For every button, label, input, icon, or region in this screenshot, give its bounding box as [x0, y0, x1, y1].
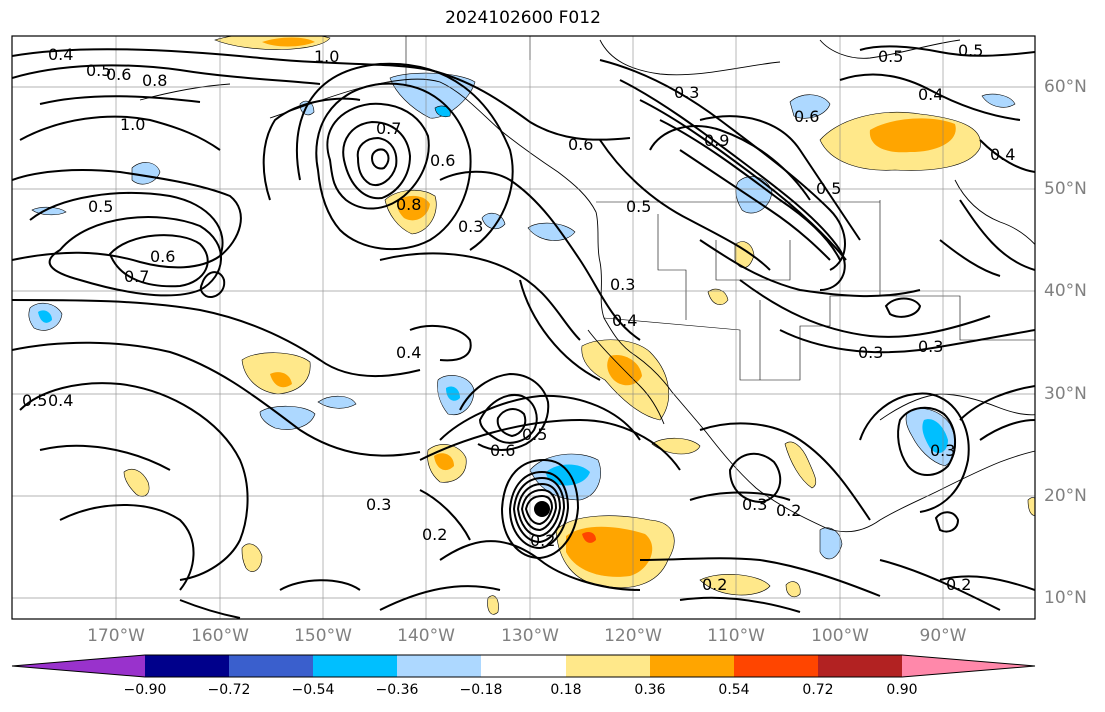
lat-label: 40°N — [1044, 281, 1087, 301]
contour-label: 0.6 — [106, 65, 131, 84]
contour-label: 0.3 — [674, 83, 699, 102]
colorbar-tick-label: 0.18 — [550, 682, 582, 698]
colorbar-tick-label: −0.90 — [123, 682, 167, 698]
lon-label: 90°W — [919, 626, 967, 646]
contour-label: 0.5 — [816, 179, 841, 198]
contour-label: 0.2 — [946, 575, 971, 594]
lon-label: 150°W — [294, 626, 352, 646]
lat-label: 20°N — [1044, 486, 1087, 506]
contour-label: 0.5 — [626, 197, 651, 216]
lon-label: 120°W — [604, 626, 662, 646]
colorbar-tick-label: 0.72 — [802, 682, 834, 698]
colorbar-tick-label: 0.90 — [886, 682, 918, 698]
contour-label: 0.6 — [568, 135, 593, 154]
colorbar-tick-label: −0.36 — [375, 682, 419, 698]
colorbar-bin — [481, 655, 566, 677]
contour-label: 0.3 — [366, 495, 391, 514]
contour-label: 0.7 — [124, 267, 149, 286]
lon-label: 160°W — [191, 626, 249, 646]
contour-label: 0.8 — [396, 195, 421, 214]
contour-label: 0.3 — [458, 217, 483, 236]
contour-label: 0.3 — [918, 337, 943, 356]
contour-label: 0.4 — [396, 343, 421, 362]
contour-label: 0.5 — [522, 425, 547, 444]
colorbar-tick-label: 0.36 — [634, 682, 666, 698]
colorbar-bin — [566, 655, 650, 677]
contour-label: 0.6 — [150, 247, 175, 266]
contour-labels: 0.4 0.5 0.6 0.8 1.0 1.0 0.7 0.8 0.6 0.5 … — [22, 41, 1015, 594]
contour-label: 0.3 — [930, 441, 955, 460]
contour-label: 0.5 — [86, 61, 111, 80]
contour-label: 0.3 — [610, 275, 635, 294]
contour-label: 0.3 — [742, 495, 767, 514]
contour-label: 1.0 — [314, 47, 339, 66]
contour-label: 0.6 — [794, 107, 819, 126]
contour-label: 0.6 — [490, 441, 515, 460]
contour-label: 0.2 — [776, 501, 801, 520]
contour-label: 0.4 — [48, 391, 73, 410]
lon-label: 110°W — [707, 626, 765, 646]
contour-lines — [12, 45, 1035, 619]
colorbar-tick-label: −0.18 — [459, 682, 503, 698]
colorbar — [11, 654, 1036, 678]
contour-label: 0.2 — [422, 525, 447, 544]
contour-label: 0.2 — [530, 531, 555, 550]
contour-label: 0.2 — [702, 575, 727, 594]
lon-label: 100°W — [811, 626, 869, 646]
plot-frame — [11, 35, 1036, 620]
lon-label: 130°W — [501, 626, 559, 646]
colorbar-tick-label: −0.54 — [291, 682, 335, 698]
colorbar-bin — [229, 655, 313, 677]
colorbar-bin — [145, 655, 229, 677]
contour-label: 0.7 — [376, 119, 401, 138]
colorbar-bin — [397, 655, 481, 677]
contour-label: 0.4 — [990, 145, 1015, 164]
lon-label: 140°W — [397, 626, 455, 646]
lat-label: 60°N — [1044, 77, 1087, 97]
contour-label: 0.5 — [958, 41, 983, 60]
contour-label: 0.3 — [858, 343, 883, 362]
lat-label: 30°N — [1044, 384, 1087, 404]
contour-label: 0.5 — [88, 197, 113, 216]
contour-label: 0.5 — [878, 47, 903, 66]
colorbar-extend-left — [12, 655, 145, 677]
contour-label: 0.9 — [704, 131, 729, 150]
storm-center-dot — [534, 501, 550, 517]
political-borders — [405, 36, 1035, 381]
contour-label: 0.8 — [142, 71, 167, 90]
colorbar-bin — [313, 655, 397, 677]
colorbar-bin — [734, 655, 818, 677]
colorbar-bin — [818, 655, 902, 677]
colorbar-bin — [650, 655, 734, 677]
contour-label: 0.4 — [918, 85, 943, 104]
colorbar-outline — [11, 654, 1036, 678]
colorbar-extend-right — [902, 655, 1035, 677]
lon-label: 170°W — [87, 626, 145, 646]
colorbar-tick-label: −0.72 — [207, 682, 251, 698]
colorbar-tick-label: 0.54 — [718, 682, 750, 698]
contour-label: 1.0 — [120, 115, 145, 134]
lat-label: 50°N — [1044, 179, 1087, 199]
map-title: 2024102600 F012 — [445, 8, 601, 28]
contour-label: 0.5 — [22, 391, 47, 410]
lat-label: 10°N — [1044, 588, 1087, 608]
contour-label: 0.4 — [612, 311, 637, 330]
contour-label: 0.6 — [430, 151, 455, 170]
contour-label: 0.4 — [48, 45, 73, 64]
